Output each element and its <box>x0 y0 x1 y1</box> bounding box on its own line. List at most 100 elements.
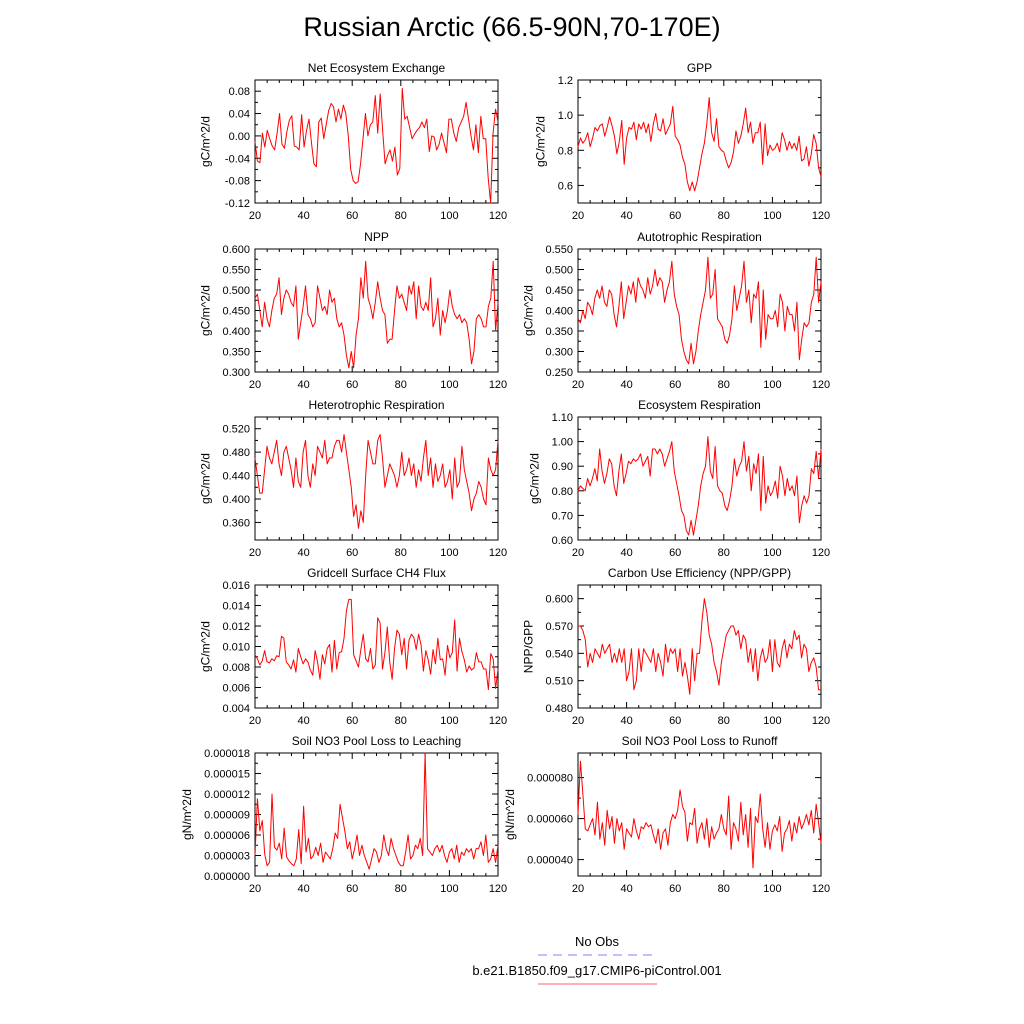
y-tick-label: 0.000009 <box>204 810 250 822</box>
y-tick-label: 0.60 <box>552 535 573 547</box>
chart-panel: GPP 20 40 60 80 100 120 0.6 0.8 1.0 1.2 gC/m^2/d <box>534 61 830 222</box>
y-tick-label: 0.550 <box>222 265 250 277</box>
x-tick-label: 20 <box>572 379 584 391</box>
x-tick-label: 120 <box>489 883 507 895</box>
x-tick-label: 20 <box>249 210 261 222</box>
y-tick-label: 0.000006 <box>204 830 250 842</box>
y-tick-label: 0.000040 <box>527 855 573 867</box>
chart-title: NPP <box>364 230 389 244</box>
y-tick-label: 0.400 <box>222 494 250 506</box>
y-tick-label: 0.000015 <box>204 769 250 781</box>
plot-frame <box>577 416 822 541</box>
plot-frame <box>577 248 822 373</box>
chart-panel: Ecosystem Respiration 20 40 60 80 100 120 0.60 0… <box>528 398 831 559</box>
x-tick-label: 40 <box>620 379 632 391</box>
x-tick-label: 100 <box>440 547 458 559</box>
y-tick-label: 0.08 <box>229 86 250 98</box>
y-tick-label: 0.90 <box>552 461 573 473</box>
x-tick-label: 40 <box>620 210 632 222</box>
x-tick-label: 80 <box>718 547 730 559</box>
x-tick-label: 40 <box>620 883 632 895</box>
y-tick-label: 0.400 <box>222 326 250 338</box>
y-tick-label: 1.2 <box>558 75 573 87</box>
chart-title: Net Ecosystem Exchange <box>308 61 446 75</box>
x-tick-label: 80 <box>395 715 407 727</box>
y-tick-label: 0.000000 <box>204 871 250 883</box>
series-line <box>254 87 499 204</box>
y-tick-label: 1.10 <box>552 412 573 424</box>
figure-title: Russian Arctic (66.5-90N,70-170E) <box>303 12 721 42</box>
y-axis-label: gN/m^2/d <box>503 789 517 840</box>
y-tick-label: 0.400 <box>545 306 573 318</box>
panels-group: Net Ecosystem Exchange 20 40 60 80 100 120 -0.1… <box>180 61 830 895</box>
x-tick-label: 100 <box>763 547 781 559</box>
x-tick-label: 20 <box>572 883 584 895</box>
y-tick-label: 0.04 <box>229 109 250 121</box>
y-axis-label: gC/m^2/d <box>534 116 548 167</box>
y-axis-label: gN/m^2/d <box>180 789 194 840</box>
x-tick-label: 20 <box>572 715 584 727</box>
chart-title: Carbon Use Efficiency (NPP/GPP) <box>608 566 791 580</box>
x-tick-label: 80 <box>395 379 407 391</box>
y-tick-label: 0.480 <box>222 447 250 459</box>
plot-frame <box>254 248 499 373</box>
x-tick-label: 80 <box>718 715 730 727</box>
x-tick-label: 40 <box>297 883 309 895</box>
y-tick-label: 0.350 <box>222 347 250 359</box>
y-tick-label: 0.450 <box>545 285 573 297</box>
x-tick-label: 40 <box>297 379 309 391</box>
x-tick-label: 120 <box>812 379 830 391</box>
y-tick-label: -0.04 <box>225 153 250 165</box>
x-tick-label: 40 <box>297 715 309 727</box>
y-tick-label: 0.000003 <box>204 851 250 863</box>
y-axis-label: gC/m^2/d <box>528 453 542 504</box>
y-tick-label: 0.480 <box>545 703 573 715</box>
y-tick-label: 0.350 <box>545 326 573 338</box>
x-tick-label: 60 <box>346 547 358 559</box>
series-line <box>254 260 499 369</box>
chart-panel: Soil NO3 Pool Loss to Runoff 20 40 60 80 100 1… <box>503 734 830 895</box>
y-tick-label: 0.80 <box>552 486 573 498</box>
y-tick-label: 0.500 <box>545 265 573 277</box>
x-tick-label: 100 <box>763 715 781 727</box>
x-tick-label: 100 <box>440 379 458 391</box>
y-tick-label: 0.300 <box>545 347 573 359</box>
legend: No Obs b.e21.B1850.f09_g17.CMIP6-piContr… <box>472 934 722 985</box>
y-tick-label: 0.450 <box>222 306 250 318</box>
series-line <box>577 256 822 365</box>
x-tick-label: 60 <box>669 210 681 222</box>
x-tick-label: 40 <box>297 210 309 222</box>
chart-title: Soil NO3 Pool Loss to Leaching <box>292 734 461 748</box>
x-tick-label: 60 <box>346 715 358 727</box>
x-tick-label: 60 <box>346 379 358 391</box>
y-tick-label: -0.12 <box>225 198 250 210</box>
y-tick-label: 0.360 <box>222 517 250 529</box>
y-tick-label: 0.00 <box>229 131 250 143</box>
y-tick-label: 0.000018 <box>204 748 250 760</box>
x-tick-label: 80 <box>395 883 407 895</box>
x-tick-label: 100 <box>440 210 458 222</box>
plot-frame <box>577 584 822 709</box>
series-line <box>254 434 499 529</box>
x-tick-label: 60 <box>346 883 358 895</box>
x-tick-label: 60 <box>346 210 358 222</box>
y-tick-label: 0.500 <box>222 285 250 297</box>
x-tick-label: 60 <box>669 715 681 727</box>
x-tick-label: 120 <box>812 715 830 727</box>
chart-title: Heterotrophic Respiration <box>308 398 444 412</box>
y-tick-label: 0.010 <box>222 642 250 654</box>
y-axis-label: gC/m^2/d <box>199 453 213 504</box>
y-tick-label: 0.004 <box>222 703 250 715</box>
chart-title: Soil NO3 Pool Loss to Runoff <box>622 734 779 748</box>
x-tick-label: 40 <box>620 547 632 559</box>
x-tick-label: 120 <box>812 547 830 559</box>
y-tick-label: 0.012 <box>222 621 250 633</box>
x-tick-label: 80 <box>718 210 730 222</box>
y-axis-label: gC/m^2/d <box>199 116 213 167</box>
x-tick-label: 20 <box>572 547 584 559</box>
plot-frame <box>254 752 499 877</box>
chart-panel: NPP 20 40 60 80 100 120 0.300 0.350 0.400 0.450 0.5… <box>199 230 508 391</box>
x-tick-label: 120 <box>489 715 507 727</box>
chart-title: Ecosystem Respiration <box>638 398 761 412</box>
chart-panel: Autotrophic Respiration 20 40 60 80 100 120 0.2… <box>522 230 831 391</box>
